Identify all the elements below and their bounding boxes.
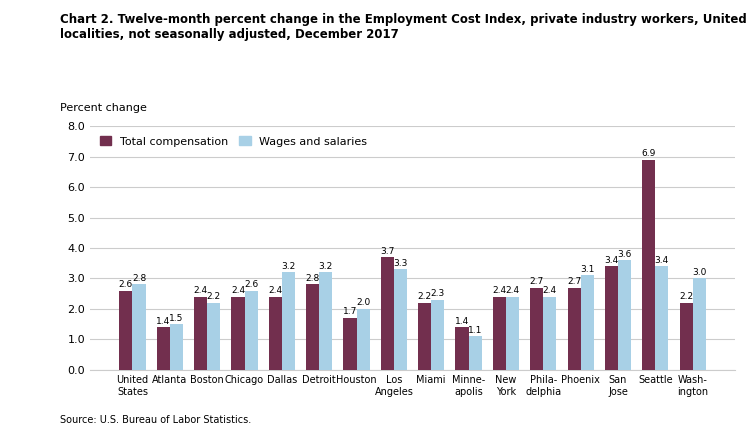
Bar [356,309,370,370]
Text: 2.7: 2.7 [567,277,581,286]
Text: 2.6: 2.6 [244,280,258,289]
Text: 1.1: 1.1 [468,326,482,335]
Text: 2.0: 2.0 [356,298,370,307]
Bar [344,318,356,370]
Bar [604,266,618,370]
Text: 3.1: 3.1 [580,265,594,274]
Bar [580,275,594,370]
Text: 6.9: 6.9 [641,149,656,158]
Bar [133,284,146,370]
Text: 1.4: 1.4 [156,317,170,326]
Text: 2.3: 2.3 [430,289,445,298]
Text: Chart 2. Twelve-month percent change in the Employment Cost Index, private indus: Chart 2. Twelve-month percent change in … [60,13,750,41]
Text: 2.4: 2.4 [492,286,506,295]
Text: 2.8: 2.8 [132,274,146,283]
Text: 2.6: 2.6 [118,280,133,289]
Text: 3.4: 3.4 [655,256,669,265]
Bar [618,260,631,370]
Text: 3.4: 3.4 [604,256,619,265]
Bar [543,297,556,370]
Bar [656,266,668,370]
Text: 2.4: 2.4 [506,286,520,295]
Text: Percent change: Percent change [60,103,147,113]
Bar [431,300,444,370]
Text: 2.8: 2.8 [305,274,320,283]
Text: 2.4: 2.4 [194,286,208,295]
Text: 1.7: 1.7 [343,308,357,317]
Text: 2.4: 2.4 [231,286,245,295]
Bar [469,336,482,370]
Bar [232,297,244,370]
Bar [568,287,580,370]
Bar [320,272,332,370]
Bar [381,257,394,370]
Text: 2.2: 2.2 [418,292,432,301]
Bar [170,324,183,370]
Text: 2.2: 2.2 [207,292,220,301]
Text: 3.7: 3.7 [380,247,394,256]
Bar [157,327,170,370]
Text: 3.0: 3.0 [692,268,706,277]
Text: 2.2: 2.2 [679,292,693,301]
Bar [493,297,506,370]
Legend: Total compensation, Wages and salaries: Total compensation, Wages and salaries [96,132,372,151]
Bar [268,297,282,370]
Text: 3.6: 3.6 [617,250,632,259]
Bar [282,272,295,370]
Bar [207,303,220,370]
Bar [455,327,469,370]
Text: 2.4: 2.4 [268,286,283,295]
Text: 1.4: 1.4 [455,317,470,326]
Bar [642,160,656,370]
Text: 3.2: 3.2 [319,262,333,271]
Bar [530,287,543,370]
Text: 3.3: 3.3 [393,259,407,268]
Text: 3.2: 3.2 [281,262,296,271]
Bar [692,278,706,370]
Bar [119,290,133,370]
Bar [394,269,407,370]
Text: 2.7: 2.7 [530,277,544,286]
Text: 1.5: 1.5 [170,314,184,323]
Bar [680,303,692,370]
Bar [306,284,320,370]
Bar [194,297,207,370]
Bar [419,303,431,370]
Bar [506,297,519,370]
Text: Source: U.S. Bureau of Labor Statistics.: Source: U.S. Bureau of Labor Statistics. [60,415,251,425]
Bar [244,290,257,370]
Text: 2.4: 2.4 [543,286,556,295]
